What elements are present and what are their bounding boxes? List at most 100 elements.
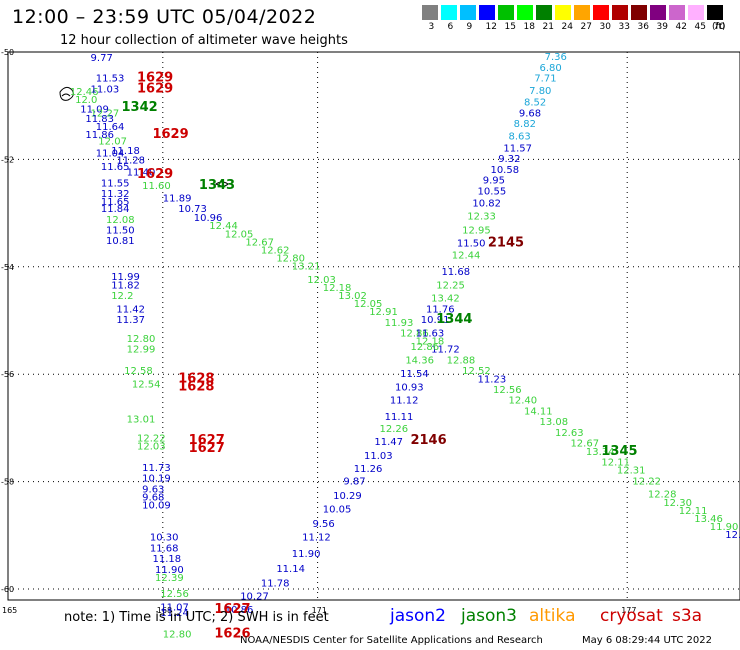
wave-height-label: 12.56 xyxy=(160,589,189,600)
wave-height-label: 7.36 xyxy=(545,52,567,63)
wave-height-label: 11.60 xyxy=(142,181,171,192)
wave-height-label: 11.09 xyxy=(80,105,109,116)
wave-height-label: 9.68 xyxy=(142,492,164,503)
scale-swatch xyxy=(498,5,514,20)
wave-height-label: 10.73 xyxy=(178,204,207,215)
pass-number-label: 1344 xyxy=(436,312,472,327)
pass-number-label: 2146 xyxy=(410,433,446,448)
scale-swatch xyxy=(612,5,628,20)
scale-label: 45 xyxy=(694,22,706,32)
footer-note: note: 1) Time is in UTC; 2) SWH is in fe… xyxy=(64,610,329,625)
wave-height-label: 10.09 xyxy=(142,500,171,511)
wave-height-label: 11.12 xyxy=(302,533,331,544)
wave-height-label: 9.95 xyxy=(483,176,505,187)
lon-tick-label: 165 xyxy=(2,606,17,615)
scale-label: 15 xyxy=(504,22,516,32)
wave-height-label: 8.63 xyxy=(509,132,531,143)
page-title: 12:00 – 23:59 UTC 05/04/2022 xyxy=(12,6,317,28)
wave-height-label: 11.24 xyxy=(160,608,189,619)
wave-height-label: 10.86 xyxy=(225,605,254,616)
wave-height-label: 10.93 xyxy=(395,382,424,393)
lat-tick-label: -60 xyxy=(1,585,14,594)
wave-height-label: 12.67 xyxy=(570,439,599,450)
wave-height-label: 11.57 xyxy=(503,143,532,154)
pass-number-label: 1628 xyxy=(178,379,214,394)
wave-height-label: 13.01 xyxy=(127,415,156,426)
wave-height-label: 12.18 xyxy=(416,337,445,348)
wave-height-label: 11.37 xyxy=(116,315,145,326)
wave-height-label: 10.29 xyxy=(333,491,362,502)
lon-tick-label: 171 xyxy=(312,606,327,615)
legend-jason3: jason3 xyxy=(461,606,517,626)
wave-height-label: 12.58 xyxy=(124,366,153,377)
lon-tick-label: 177 xyxy=(621,606,636,615)
wave-height-label: 12.25 xyxy=(436,280,465,291)
scale-swatch xyxy=(555,5,571,20)
pass-number-label: 1629 xyxy=(137,167,173,182)
wave-height-label: 12.44 xyxy=(209,221,238,232)
wave-height-label: 12.26 xyxy=(380,424,409,435)
footer-credit: NOAA/NESDIS Center for Satellite Applica… xyxy=(240,635,543,646)
scale-label: 39 xyxy=(656,22,668,32)
pass-number-label: 1345 xyxy=(601,444,637,459)
wave-height-label: 12.86 xyxy=(400,329,429,340)
wave-height-label: 10.27 xyxy=(240,592,269,603)
wave-height-label: 7.80 xyxy=(529,86,551,97)
scale-swatch xyxy=(631,5,647,20)
scale-label: 3 xyxy=(428,22,435,32)
scale-swatch xyxy=(460,5,476,20)
wave-height-label: 12.03 xyxy=(307,275,336,286)
wave-height-label: 12.80 xyxy=(127,334,156,345)
pass-number-label: 1626 xyxy=(214,626,250,641)
wave-height-label: 11.68 xyxy=(441,267,470,278)
scale-label: 70 xyxy=(713,22,725,32)
wave-height-label: 12.39 xyxy=(155,573,184,584)
wave-height-label: 7.71 xyxy=(534,74,556,85)
wave-height-label: 9.56 xyxy=(312,519,334,530)
wave-height-label: 11.03 xyxy=(364,451,393,462)
scale-label: 21 xyxy=(542,22,554,32)
wave-height-label: 11.93 xyxy=(385,318,414,329)
wave-height-label: 11.82 xyxy=(111,280,140,291)
wave-height-label: 12.88 xyxy=(447,355,476,366)
scale-swatch xyxy=(574,5,590,20)
pass-number-label: 1627 xyxy=(189,441,225,456)
island-outline xyxy=(59,86,74,101)
wave-height-label: 10.55 xyxy=(478,186,507,197)
wave-height-label: 11.50 xyxy=(106,226,135,237)
wave-height-label: 11.32 xyxy=(101,189,130,200)
scale-swatch xyxy=(593,5,609,20)
wave-height-label: 12.0 xyxy=(75,95,97,106)
wave-height-label: 11.18 xyxy=(111,146,140,157)
wave-height-label: 11.12 xyxy=(390,396,419,407)
wave-height-label: 12.28 xyxy=(648,490,677,501)
wave-height-label: 11.99 xyxy=(111,272,140,283)
legend-altika: altika xyxy=(529,606,576,626)
wave-height-label: 12.52 xyxy=(462,366,491,377)
wave-height-label: 12.80 xyxy=(276,253,305,264)
wave-height-label: 6.80 xyxy=(539,63,561,74)
wave-height-label: 12.27 xyxy=(91,108,120,119)
wave-height-label: 11.04 xyxy=(96,149,125,160)
scale-label: 12 xyxy=(485,22,497,32)
wave-height-label: 10.05 xyxy=(323,505,352,516)
wave-height-label: 11.53 xyxy=(96,74,125,85)
wave-height-label: 11.68 xyxy=(150,543,179,554)
wave-height-label: 13.34 xyxy=(586,447,615,458)
pass-number-label: 1627 xyxy=(189,433,225,448)
wave-height-label: 10.19 xyxy=(142,474,171,485)
lon-tick-label: 168 xyxy=(157,606,172,615)
wave-height-label: 12.11 xyxy=(601,457,630,468)
wave-height-label: 12.99 xyxy=(127,345,156,356)
wave-height-label: 13.02 xyxy=(338,291,367,302)
wave-height-label: 14.11 xyxy=(524,406,553,417)
lat-tick-label: -56 xyxy=(1,370,14,379)
wave-height-label: 10.81 xyxy=(106,236,135,247)
wave-height-label: 11.07 xyxy=(160,602,189,613)
scale-swatch xyxy=(650,5,666,20)
wave-height-label: 11.50 xyxy=(457,238,486,249)
wave-height-label: 11.64 xyxy=(96,122,125,133)
wave-height-label: 12.91 xyxy=(369,307,398,318)
wave-height-label: 8.82 xyxy=(514,119,536,130)
